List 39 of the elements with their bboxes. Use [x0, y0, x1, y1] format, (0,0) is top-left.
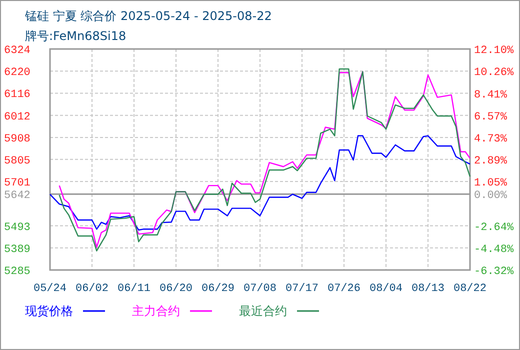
x-tick-label: 05/24	[33, 283, 67, 295]
line-series	[49, 135, 471, 231]
y2-tick-label: 8.41%	[474, 89, 508, 102]
chart-title: 锰硅 宁夏 综合价 2025-05-24 - 2025-08-22	[24, 9, 272, 23]
y2-tick-label: -2.64%	[474, 222, 514, 234]
legend-label: 最近合约	[239, 304, 287, 318]
y-tick-label: 5805	[4, 155, 30, 168]
x-tick-label: 06/02	[75, 283, 109, 295]
y-tick-label: 5701	[4, 178, 31, 190]
chart-subtitle: 牌号:FeMn68Si18	[25, 29, 126, 43]
y2-tick-label: -4.48%	[474, 244, 514, 256]
y2-tick-label: 10.26%	[474, 67, 514, 80]
y2-tick-label: 6.57%	[474, 111, 508, 124]
y-tick-label: 6220	[4, 67, 30, 80]
legend-label: 现货价格	[25, 304, 73, 318]
x-tick-label: 07/17	[285, 283, 319, 295]
y2-tick-label: 0.00%	[474, 190, 508, 202]
x-tick-label: 06/20	[159, 283, 193, 295]
x-tick-label: 08/13	[411, 283, 445, 295]
legend-label: 主力合约	[132, 304, 180, 318]
y-tick-label: 5493	[4, 222, 30, 234]
x-tick-label: 06/29	[201, 283, 235, 295]
x-tick-label: 07/26	[327, 283, 361, 295]
x-tick-label: 06/11	[117, 283, 151, 295]
x-tick-label: 08/04	[369, 283, 403, 295]
y2-tick-label: 2.89%	[474, 156, 508, 168]
y-tick-label: 5642	[4, 190, 30, 202]
y-tick-label: 6012	[4, 111, 30, 124]
y-tick-label: 5389	[4, 244, 30, 256]
y-tick-label: 6324	[4, 45, 31, 57]
x-tick-label: 08/22	[453, 283, 487, 295]
y2-tick-label: -6.32%	[474, 266, 514, 278]
y-tick-label: 5908	[4, 133, 30, 146]
y2-tick-label: 1.05%	[474, 178, 508, 190]
y-tick-label: 5285	[4, 266, 30, 278]
y-tick-label: 6116	[4, 89, 30, 102]
y2-tick-label: 12.10%	[474, 45, 514, 57]
x-tick-label: 07/08	[243, 283, 277, 295]
y2-tick-label: 4.73%	[474, 133, 508, 146]
